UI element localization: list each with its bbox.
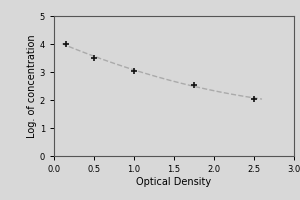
- X-axis label: Optical Density: Optical Density: [136, 177, 212, 187]
- Y-axis label: Log. of concentration: Log. of concentration: [27, 34, 37, 138]
